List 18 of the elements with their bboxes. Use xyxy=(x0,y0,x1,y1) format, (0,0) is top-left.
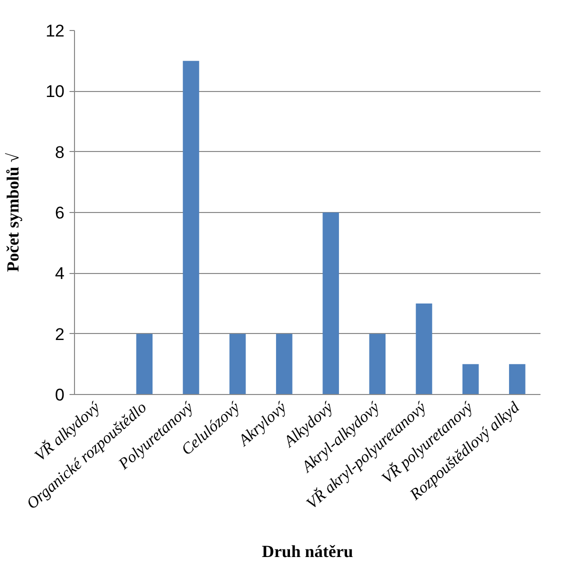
y-tick-label: 12 xyxy=(46,22,65,40)
bar xyxy=(509,364,526,394)
y-axis-title: Počet symbolů √ xyxy=(4,152,23,272)
x-axis-title: Druh nátěru xyxy=(262,542,354,562)
bar xyxy=(322,212,339,394)
bar xyxy=(276,334,292,394)
y-tick-label: 4 xyxy=(55,264,65,284)
bar xyxy=(229,334,246,394)
bar xyxy=(136,334,153,394)
bar xyxy=(369,334,386,394)
y-tick-label: 8 xyxy=(55,142,65,162)
y-tick-label: 2 xyxy=(55,324,65,344)
bar xyxy=(182,60,200,394)
bar xyxy=(462,364,479,394)
bar xyxy=(416,304,432,394)
y-tick-label: 6 xyxy=(55,204,65,222)
y-tick-label: 10 xyxy=(46,82,65,102)
y-tick-label: 0 xyxy=(55,386,65,404)
